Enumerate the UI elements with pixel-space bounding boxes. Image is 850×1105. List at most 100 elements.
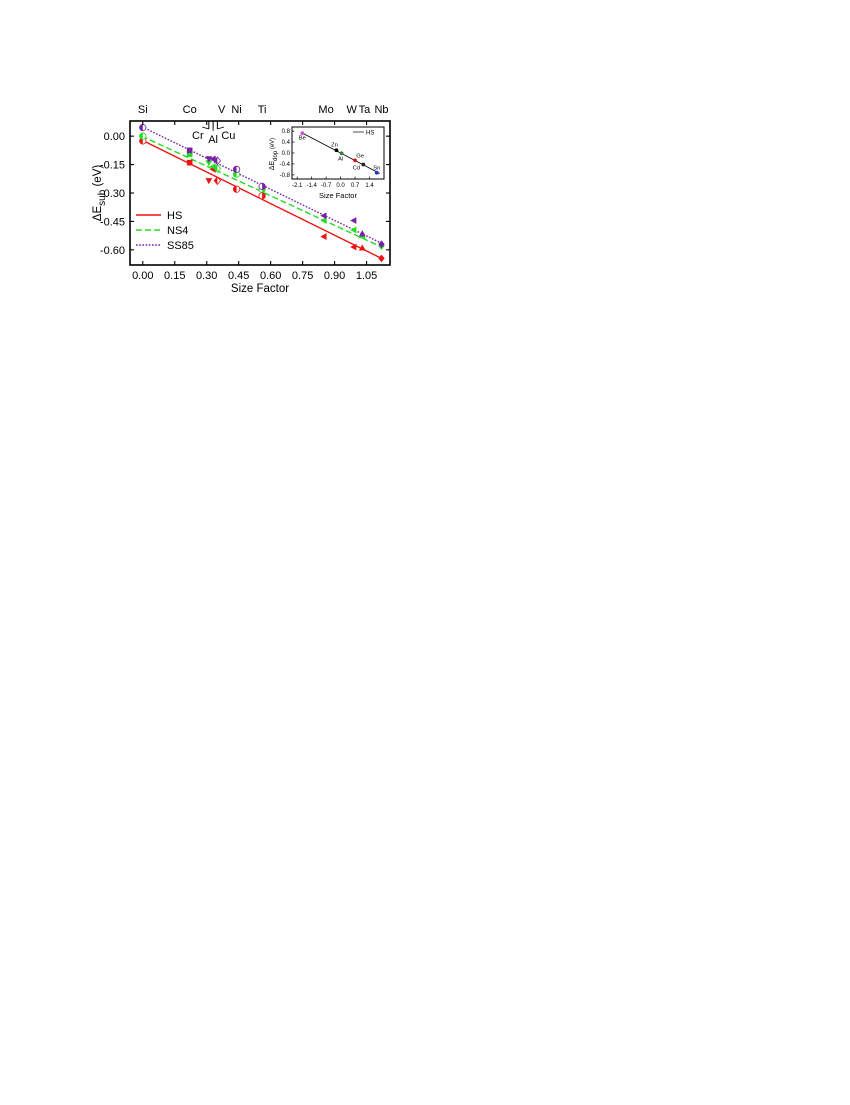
- legend-label-ns4: NS4: [167, 225, 188, 237]
- inset-y-axis-label: ΔEdop (eV): [269, 138, 279, 170]
- x-tick-label: 0.60: [260, 270, 281, 282]
- data-point: [320, 233, 327, 240]
- x-tick-label: 0.30: [196, 270, 217, 282]
- element-label: W: [346, 104, 357, 116]
- element-callout-leader: [202, 126, 209, 130]
- element-label: Cr: [192, 130, 204, 142]
- data-point: [358, 230, 366, 237]
- inset-y-label-unit: (eV): [270, 138, 276, 151]
- data-point: [378, 240, 385, 248]
- data-point: [350, 226, 357, 234]
- inset-y-tick-label: -0.4: [280, 162, 291, 168]
- data-point: [350, 243, 357, 251]
- inset-x-axis-label: Size Factor: [319, 191, 357, 200]
- element-label: Co: [183, 104, 197, 116]
- inset-point-zn: [334, 148, 339, 153]
- data-point: [350, 217, 357, 224]
- inset-point-cd: [361, 162, 366, 167]
- x-axis-label: Size Factor: [231, 283, 289, 295]
- y-tick-label: -0.15: [100, 160, 125, 172]
- data-point-fill: [262, 183, 266, 190]
- y-label-sub: sub: [97, 189, 108, 206]
- x-tick-label: 0.45: [228, 270, 249, 282]
- inset-x-tick-label: 1.4: [365, 183, 374, 189]
- inset-y-label-delta: ΔE: [269, 161, 276, 171]
- data-point-fill: [214, 164, 218, 173]
- legend: HS NS4 SS85: [136, 210, 194, 252]
- inset-y-label-sub: dop: [273, 150, 279, 161]
- inset-y-tick-label: 0.4: [282, 140, 291, 146]
- legend-label-hs: HS: [167, 210, 182, 222]
- element-label: Mo: [318, 104, 333, 116]
- data-point-fill: [262, 192, 266, 200]
- inset-y-axis: 0.8 0.4 0.0 -0.4 -0.8: [280, 129, 295, 179]
- inset-y-tick-label: -0.8: [280, 173, 291, 179]
- x-tick-label: 0.00: [132, 270, 153, 282]
- inset-x-axis: -2.1 -1.4 -0.7 0.0 0.7 1.4: [292, 176, 374, 189]
- data-point: [186, 151, 193, 157]
- x-tick-label: 0.75: [292, 270, 313, 282]
- y-label-unit: (eV): [92, 165, 104, 190]
- data-point: [378, 254, 385, 263]
- data-point: [186, 159, 193, 166]
- fit-line-ns4: [141, 135, 382, 248]
- inset-point-label: Sn: [373, 166, 380, 172]
- data-point-fill: [233, 186, 237, 193]
- element-label: Al: [208, 134, 218, 146]
- data-point: [358, 244, 366, 251]
- inset-x-tick-label: 0.7: [351, 183, 360, 189]
- inset-point-label: Be: [299, 135, 306, 141]
- legend-label-ss85: SS85: [167, 240, 194, 252]
- inset-point-ge: [353, 158, 357, 163]
- inset-point-label: Ge: [356, 153, 364, 159]
- inset-points: Be Zn Al Ge Cd Sn: [299, 131, 380, 175]
- y-tick-label: 0.00: [104, 131, 125, 143]
- y-tick-label: -0.45: [100, 216, 125, 228]
- inset-x-tick-label: -0.7: [321, 183, 332, 189]
- element-label: Ta: [359, 104, 372, 116]
- inset-x-tick-label: 0.0: [336, 183, 345, 189]
- series-hs: [139, 137, 385, 263]
- x-tick-label: 1.05: [356, 270, 377, 282]
- element-label: Ti: [258, 104, 267, 116]
- data-point: [320, 217, 327, 224]
- inset-y-tick-label: 0.0: [282, 151, 291, 157]
- element-label: Si: [138, 104, 148, 116]
- inset-point-sn: [374, 170, 379, 175]
- y-label-delta: ΔE: [92, 206, 104, 222]
- y-tick-label: -0.60: [100, 245, 125, 257]
- inset-point-label: Cd: [353, 165, 360, 171]
- y-axis: 0.00 -0.15 -0.30 -0.45 -0.60: [100, 131, 390, 257]
- inset-point-be: [300, 131, 305, 136]
- inset-legend-label: HS: [366, 131, 374, 137]
- y-tick-label: -0.30: [100, 188, 125, 200]
- x-tick-label: 0.90: [324, 270, 345, 282]
- main-chart: 0.00 0.15 0.30 0.45 0.60 0.75 0.90 1.05 0.00 -0.…: [92, 104, 391, 295]
- series-ss85: [139, 124, 385, 248]
- inset-y-tick-label: 0.8: [282, 129, 291, 135]
- data-point: [205, 156, 213, 163]
- data-point-fill: [139, 132, 143, 140]
- x-axis: 0.00 0.15 0.30 0.45 0.60 0.75 0.90 1.05: [132, 121, 377, 282]
- element-label: V: [218, 104, 226, 116]
- inset-point-label: Al: [338, 156, 343, 162]
- data-point: [186, 147, 193, 154]
- inset-point-al: [339, 151, 344, 156]
- inset-point-label: Zn: [331, 142, 338, 148]
- fit-line-ss85: [141, 126, 382, 244]
- y-axis-label: ΔEsub (eV): [92, 165, 108, 222]
- data-point-fill: [139, 124, 143, 131]
- data-point-fill: [233, 166, 237, 173]
- top-element-labels: Si Co V Ni Ti Mo W Ta Nb Cr Al Cu: [138, 104, 389, 146]
- element-callout-leader: [217, 126, 225, 130]
- inset-x-tick-label: -1.4: [306, 183, 317, 189]
- data-point: [205, 178, 213, 185]
- data-point-fill: [214, 176, 218, 185]
- x-tick-label: 0.15: [164, 270, 185, 282]
- element-label: Cu: [221, 130, 235, 142]
- data-point: [320, 212, 327, 220]
- inset-x-tick-label: -2.1: [292, 183, 303, 189]
- element-label: Ni: [231, 104, 241, 116]
